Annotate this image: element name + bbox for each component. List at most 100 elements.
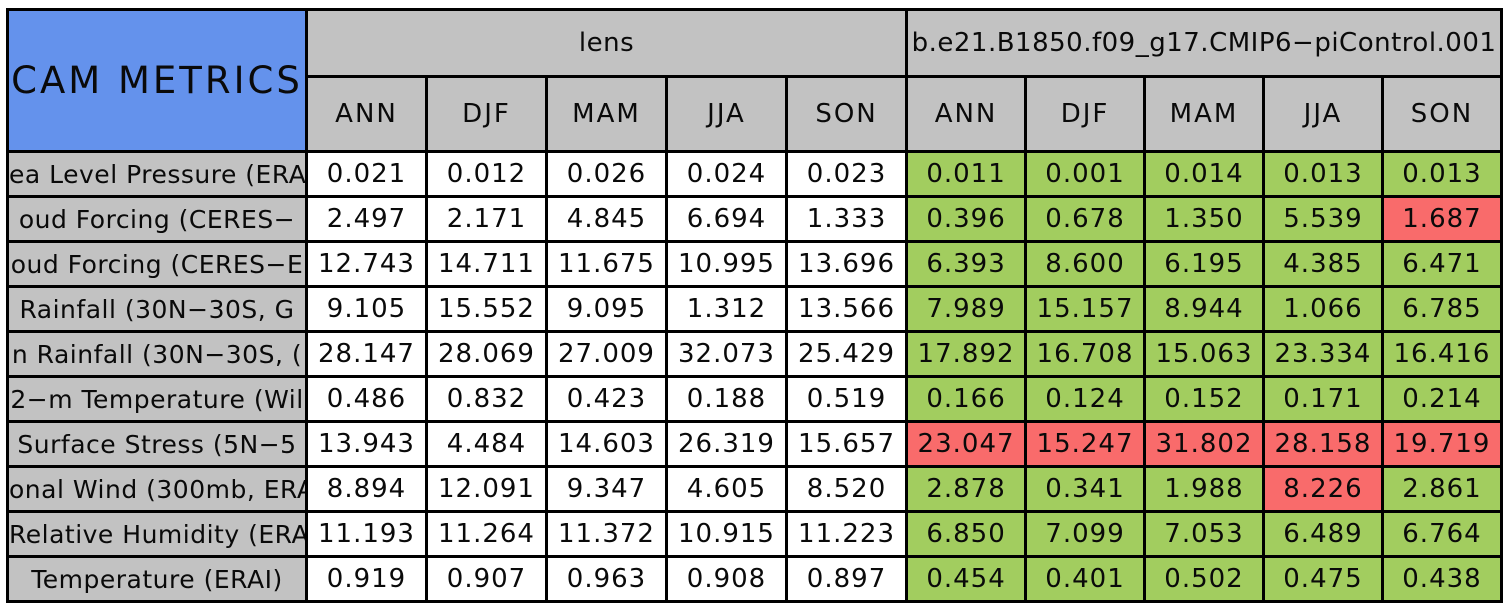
control-value: 8.944 [1143,285,1265,333]
lens-value: 0.024 [665,150,788,198]
control-value: 15.247 [1024,420,1147,468]
lens-value: 14.711 [425,240,548,288]
lens-value: 28.069 [425,330,548,378]
lens-value: 0.907 [425,555,548,603]
lens-value: 12.743 [305,240,428,288]
lens-value: 11.223 [784,510,909,558]
table-row: Relative Humidity (ERAI 11.193 11.264 11… [6,510,1504,558]
metric-label: Temperature (ERAI) [6,555,308,603]
group-header-lens: lens [304,8,909,78]
control-value: 7.989 [905,285,1028,333]
lens-value: 9.105 [305,285,428,333]
table-row: ea Level Pressure (ERA 0.021 0.012 0.026… [6,150,1504,198]
control-value: 7.099 [1024,510,1147,558]
control-value: 4.385 [1262,240,1384,288]
control-value: 1.687 [1380,195,1504,243]
metric-label: oud Forcing (CERES−E [6,240,308,288]
lens-value: 28.147 [305,330,428,378]
lens-value: 0.963 [545,555,668,603]
control-value: 2.878 [905,465,1028,513]
lens-value: 8.894 [305,465,428,513]
control-value: 2.861 [1380,465,1504,513]
control-value: 6.471 [1380,240,1504,288]
control-value: 23.334 [1262,330,1384,378]
lens-value: 4.484 [425,420,548,468]
control-value: 6.489 [1262,510,1384,558]
lens-value: 4.845 [545,195,668,243]
season-header-picontrol-ann: ANN [905,75,1028,153]
lens-value: 32.073 [665,330,788,378]
lens-value: 15.657 [784,420,909,468]
lens-value: 26.319 [665,420,788,468]
control-value: 0.011 [905,150,1028,198]
lens-value: 11.372 [545,510,668,558]
table-row: 2−m Temperature (Wil 0.486 0.832 0.423 0… [6,375,1504,423]
control-value: 5.539 [1262,195,1384,243]
lens-value: 0.486 [305,375,428,423]
control-value: 0.013 [1262,150,1384,198]
lens-value: 13.696 [784,240,909,288]
lens-value: 0.919 [305,555,428,603]
lens-value: 0.026 [545,150,668,198]
season-header-lens-djf: DJF [425,75,548,153]
lens-value: 0.423 [545,375,668,423]
control-value: 0.454 [905,555,1028,603]
control-value: 7.053 [1143,510,1265,558]
season-header-lens-mam: MAM [545,75,668,153]
control-value: 15.157 [1024,285,1147,333]
lens-value: 1.312 [665,285,788,333]
control-value: 0.214 [1380,375,1504,423]
lens-value: 0.188 [665,375,788,423]
lens-value: 4.605 [665,465,788,513]
table-row: Rainfall (30N−30S, G 9.105 15.552 9.095 … [6,285,1504,333]
lens-value: 0.832 [425,375,548,423]
season-header-picontrol-djf: DJF [1024,75,1147,153]
control-value: 1.988 [1143,465,1265,513]
lens-value: 0.023 [784,150,909,198]
control-value: 0.124 [1024,375,1147,423]
control-value: 6.850 [905,510,1028,558]
lens-value: 11.193 [305,510,428,558]
control-value: 28.158 [1262,420,1384,468]
lens-value: 1.333 [784,195,909,243]
control-value: 17.892 [905,330,1028,378]
metric-label: Relative Humidity (ERAI [6,510,308,558]
control-value: 6.785 [1380,285,1504,333]
lens-value: 10.915 [665,510,788,558]
lens-value: 10.995 [665,240,788,288]
season-header-lens-ann: ANN [305,75,428,153]
control-value: 6.393 [905,240,1028,288]
lens-value: 14.603 [545,420,668,468]
metric-label: Rainfall (30N−30S, G [6,285,308,333]
season-header-picontrol-mam: MAM [1143,75,1265,153]
lens-value: 27.009 [545,330,668,378]
lens-value: 13.943 [305,420,428,468]
lens-value: 2.497 [305,195,428,243]
control-value: 6.764 [1380,510,1504,558]
lens-value: 2.171 [425,195,548,243]
lens-value: 25.429 [784,330,909,378]
lens-value: 8.520 [784,465,909,513]
metric-label: Surface Stress (5N−5 [6,420,308,468]
lens-value: 0.908 [665,555,788,603]
lens-value: 12.091 [425,465,548,513]
page-title: CAM METRICS [6,8,308,153]
table-row: n Rainfall (30N−30S, ( 28.147 28.069 27.… [6,330,1504,378]
table-row: Surface Stress (5N−5 13.943 4.484 14.603… [6,420,1504,468]
lens-value: 0.021 [305,150,428,198]
lens-value: 9.347 [545,465,668,513]
control-value: 16.416 [1380,330,1504,378]
control-value: 16.708 [1024,330,1147,378]
lens-value: 0.012 [425,150,548,198]
lens-value: 0.897 [784,555,909,603]
metric-label: ea Level Pressure (ERA [6,150,308,198]
control-value: 1.066 [1262,285,1384,333]
control-value: 0.152 [1143,375,1265,423]
season-header-row: ANN DJF MAM JJA SON ANN DJF MAM JJA SON [8,75,1504,153]
control-value: 0.341 [1024,465,1147,513]
metric-label: onal Wind (300mb, ERA [6,465,308,513]
lens-value: 13.566 [784,285,909,333]
control-value: 0.166 [905,375,1028,423]
control-value: 8.226 [1262,465,1384,513]
table-row: onal Wind (300mb, ERA 8.894 12.091 9.347… [6,465,1504,513]
